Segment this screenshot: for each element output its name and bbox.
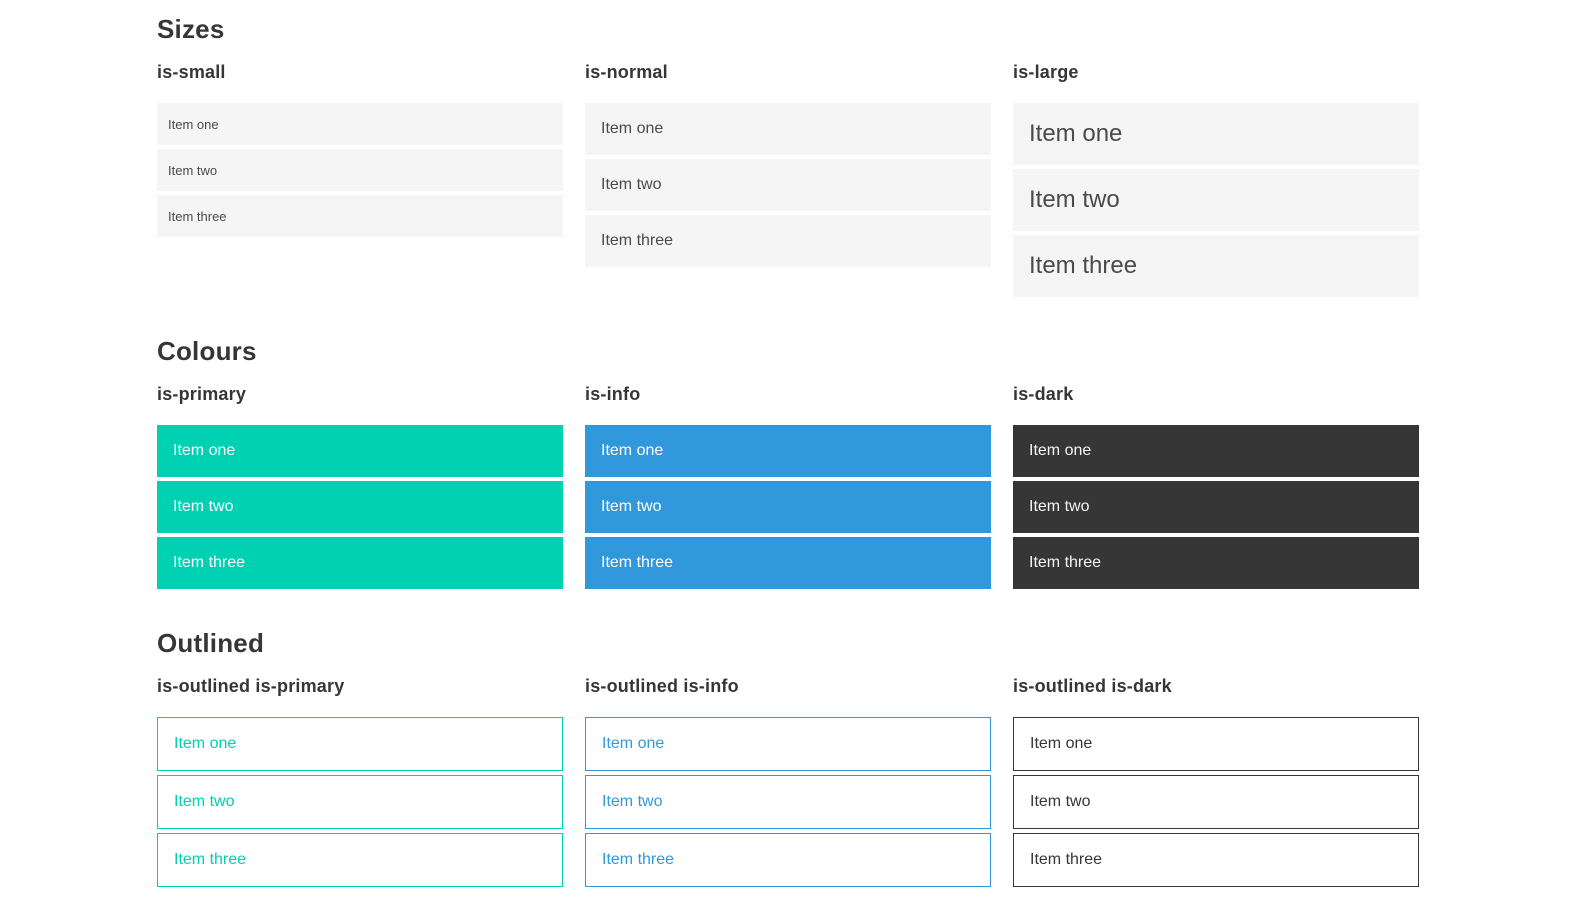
outlined-grid: is-outlined is-primary Item one Item two… [157,675,1419,891]
list-item[interactable]: Item two [585,159,991,211]
section-sizes: Sizes is-small Item one Item two Item th… [157,13,1419,301]
list-item[interactable]: Item one [1013,425,1419,477]
group-label-is-small: is-small [157,62,226,82]
group-label-is-dark: is-dark [1013,384,1074,404]
section-title-sizes: Sizes [157,14,225,44]
list-item[interactable]: Item two [1013,169,1419,231]
section-title-colours: Colours [157,336,257,366]
group-is-normal: is-normal Item one Item two Item three [585,61,991,271]
list-item[interactable]: Item three [1013,833,1419,887]
group-label-is-normal: is-normal [585,62,668,82]
list-item[interactable]: Item two [157,775,563,829]
list-item[interactable]: Item three [157,833,563,887]
group-label-is-outlined-is-dark: is-outlined is-dark [1013,676,1172,696]
list-item[interactable]: Item two [157,149,563,191]
list-item[interactable]: Item three [585,215,991,267]
item-list-info: Item one Item two Item three [585,425,991,589]
list-item[interactable]: Item three [157,537,563,589]
list-item[interactable]: Item two [1013,775,1419,829]
list-item[interactable]: Item one [157,103,563,145]
group-label-is-outlined-is-primary: is-outlined is-primary [157,676,345,696]
group-is-outlined-is-info: is-outlined is-info Item one Item two It… [585,675,991,891]
list-item[interactable]: Item one [157,425,563,477]
list-item[interactable]: Item one [585,103,991,155]
group-is-outlined-is-primary: is-outlined is-primary Item one Item two… [157,675,563,891]
component-demo-page: Sizes is-small Item one Item two Item th… [157,0,1419,891]
item-list-large: Item one Item two Item three [1013,103,1419,297]
list-item[interactable]: Item one [585,717,991,771]
list-item[interactable]: Item three [1013,235,1419,297]
section-colours: Colours is-primary Item one Item two Ite… [157,335,1419,593]
list-item[interactable]: Item three [157,195,563,237]
list-item[interactable]: Item two [1013,481,1419,533]
group-is-info: is-info Item one Item two Item three [585,383,991,593]
group-is-outlined-is-dark: is-outlined is-dark Item one Item two It… [1013,675,1419,891]
list-item[interactable]: Item two [585,481,991,533]
list-item[interactable]: Item three [585,833,991,887]
list-item[interactable]: Item three [585,537,991,589]
item-list-small: Item one Item two Item three [157,103,563,237]
colours-grid: is-primary Item one Item two Item three … [157,383,1419,593]
group-is-small: is-small Item one Item two Item three [157,61,563,241]
list-item[interactable]: Item one [157,717,563,771]
group-label-is-outlined-is-info: is-outlined is-info [585,676,739,696]
list-item[interactable]: Item one [585,425,991,477]
group-is-large: is-large Item one Item two Item three [1013,61,1419,301]
sizes-grid: is-small Item one Item two Item three is… [157,61,1419,301]
group-label-is-info: is-info [585,384,641,404]
group-label-is-primary: is-primary [157,384,247,404]
list-item[interactable]: Item two [585,775,991,829]
group-is-primary: is-primary Item one Item two Item three [157,383,563,593]
list-item[interactable]: Item three [1013,537,1419,589]
item-list-outlined-dark: Item one Item two Item three [1013,717,1419,887]
item-list-dark: Item one Item two Item three [1013,425,1419,589]
list-item[interactable]: Item one [1013,103,1419,165]
section-outlined: Outlined is-outlined is-primary Item one… [157,627,1419,891]
list-item[interactable]: Item two [157,481,563,533]
item-list-primary: Item one Item two Item three [157,425,563,589]
group-label-is-large: is-large [1013,62,1079,82]
item-list-outlined-info: Item one Item two Item three [585,717,991,887]
group-is-dark: is-dark Item one Item two Item three [1013,383,1419,593]
list-item[interactable]: Item one [1013,717,1419,771]
item-list-outlined-primary: Item one Item two Item three [157,717,563,887]
item-list-normal: Item one Item two Item three [585,103,991,267]
section-title-outlined: Outlined [157,628,265,658]
